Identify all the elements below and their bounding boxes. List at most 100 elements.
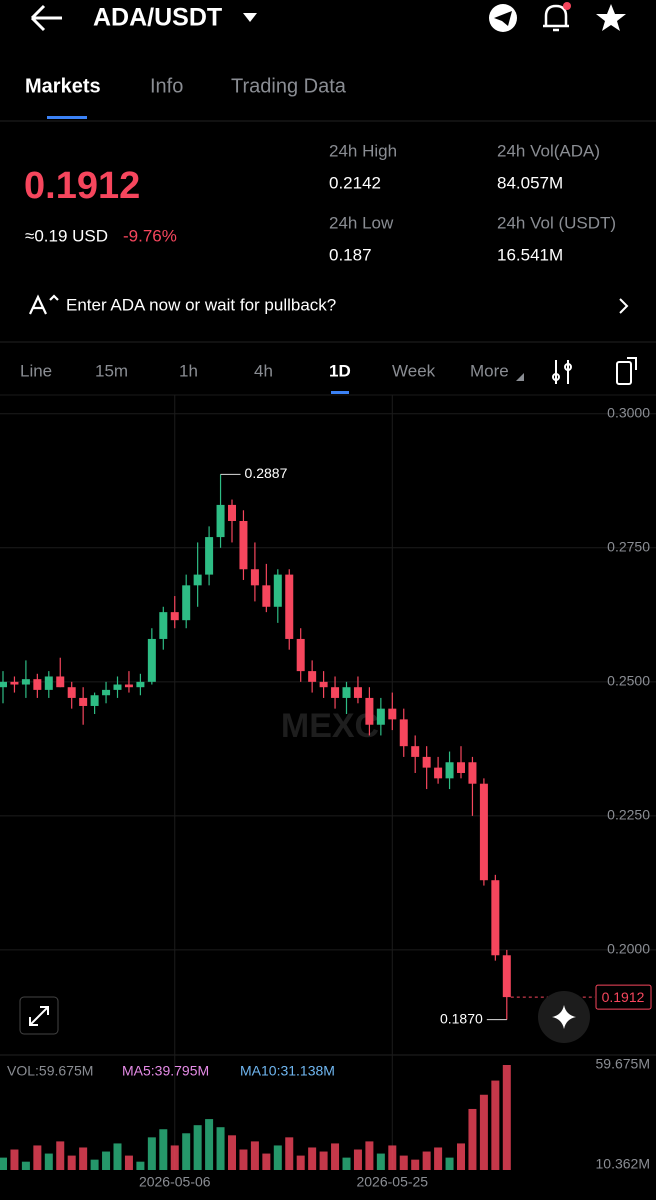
assistant-button[interactable]	[538, 991, 590, 1043]
y-tick-label: 0.2250	[607, 807, 650, 823]
bell-icon[interactable]	[543, 2, 571, 32]
stat-label: 24h High	[329, 141, 397, 160]
candle-body	[10, 681, 19, 685]
candle-body	[262, 585, 271, 607]
tab-indicator	[47, 116, 87, 119]
indicator-settings[interactable]	[552, 360, 572, 384]
candle-body	[56, 676, 65, 688]
candle-body	[250, 569, 259, 586]
interval[interactable]: Line	[20, 361, 52, 380]
candle-body	[434, 767, 443, 779]
volume-bar	[113, 1143, 122, 1170]
tab[interactable]: Trading Data	[231, 75, 347, 97]
volume-bar	[102, 1151, 111, 1170]
volume-legend: MA5:39.795M	[122, 1063, 209, 1079]
stat-value: 0.187	[329, 245, 372, 264]
last-price-box	[595, 984, 652, 1010]
volume-bar	[353, 1149, 362, 1170]
volume-bar	[502, 1065, 511, 1170]
telegram-icon[interactable]	[489, 4, 517, 32]
candle-body	[479, 783, 488, 881]
favorite-star[interactable]	[596, 4, 626, 31]
candle-body	[331, 687, 340, 698]
chart: MEXC 0.3000 0.2750 0.2500 0.2250 0.2000 2026-0…	[0, 395, 656, 1190]
last-price-label: 0.1912	[602, 989, 645, 1005]
candle-body	[353, 687, 362, 698]
ai-icon	[29, 294, 59, 315]
tab[interactable]: Info	[150, 75, 183, 97]
watermark: MEXC	[281, 707, 379, 745]
volume-bar	[422, 1151, 431, 1170]
candle-body	[33, 679, 42, 690]
annotation-label: 0.2887	[245, 465, 288, 481]
interval[interactable]: Week	[392, 361, 436, 380]
candle-body	[273, 574, 282, 607]
candle-body	[79, 697, 88, 706]
volume-bar	[342, 1157, 351, 1170]
volume-bar	[308, 1147, 317, 1170]
volume-bar	[262, 1153, 271, 1170]
candle-body	[205, 537, 214, 575]
volume-tick-label: 10.362M	[596, 1156, 650, 1172]
volume-bar	[457, 1143, 465, 1170]
stat-label: 24h Vol (USDT)	[497, 213, 616, 232]
volume-bar	[445, 1157, 454, 1170]
candle-body	[285, 574, 294, 639]
candle-body	[399, 719, 408, 747]
candle-body	[21, 679, 30, 685]
tab[interactable]: Markets	[25, 75, 101, 97]
banner-text[interactable]: Enter ADA now or wait for pullback?	[66, 295, 336, 314]
volume-bar	[0, 1157, 7, 1170]
stat-value: 0.2142	[329, 173, 381, 192]
orientation-toggle[interactable]	[616, 357, 637, 385]
pair-title[interactable]: ADA/USDT	[93, 4, 222, 32]
volume-bar	[216, 1127, 225, 1170]
usd-price: ≈0.19 USD	[25, 226, 108, 245]
interval-indicator	[331, 391, 349, 394]
interval[interactable]: 1D	[329, 361, 351, 380]
candle-body	[491, 880, 500, 956]
candle-body	[239, 520, 248, 570]
expand-button[interactable]	[19, 996, 59, 1035]
volume-legend: VOL:59.675M	[7, 1063, 93, 1079]
candle-body	[422, 756, 431, 768]
interval[interactable]: 15m	[95, 361, 128, 380]
volume-tick-label: 59.675M	[596, 1056, 650, 1072]
volume-bar	[399, 1155, 408, 1170]
candle-body	[445, 762, 454, 779]
candle-body	[365, 697, 374, 725]
candle-body	[170, 612, 179, 621]
y-tick-label: 0.2500	[607, 673, 650, 689]
candle-body	[342, 687, 351, 698]
y-tick-label: 0.2000	[607, 941, 650, 957]
banner-chevron[interactable]	[619, 298, 629, 314]
candle-body	[102, 689, 111, 696]
candle-body	[124, 684, 133, 688]
back-arrow[interactable]	[30, 4, 62, 32]
volume-bar	[136, 1161, 145, 1170]
volume-bar	[479, 1094, 488, 1170]
volume-bar	[21, 1161, 30, 1170]
last-price: 0.1912	[24, 165, 140, 207]
volume-bar	[273, 1145, 282, 1170]
candle-body	[228, 504, 236, 521]
candle-body	[90, 695, 99, 706]
volume-bar	[79, 1147, 88, 1170]
interval[interactable]: 1h	[179, 361, 198, 380]
volume-bar	[228, 1135, 236, 1170]
candle-body	[0, 681, 7, 688]
volume-bar	[411, 1159, 420, 1170]
volume-bar	[90, 1159, 99, 1170]
candle-body	[319, 681, 328, 688]
volume-bar	[159, 1129, 168, 1170]
volume-bar	[193, 1125, 202, 1170]
candle-body	[411, 746, 420, 757]
candle-body	[159, 612, 168, 639]
interval[interactable]: 4h	[254, 361, 273, 380]
candle-body	[388, 708, 397, 720]
pair-dropdown[interactable]	[243, 13, 257, 22]
x-tick-label: 2026-05-25	[356, 1174, 428, 1190]
candle-body	[468, 762, 477, 784]
interval[interactable]: More	[470, 361, 509, 380]
volume-bar	[250, 1141, 259, 1170]
